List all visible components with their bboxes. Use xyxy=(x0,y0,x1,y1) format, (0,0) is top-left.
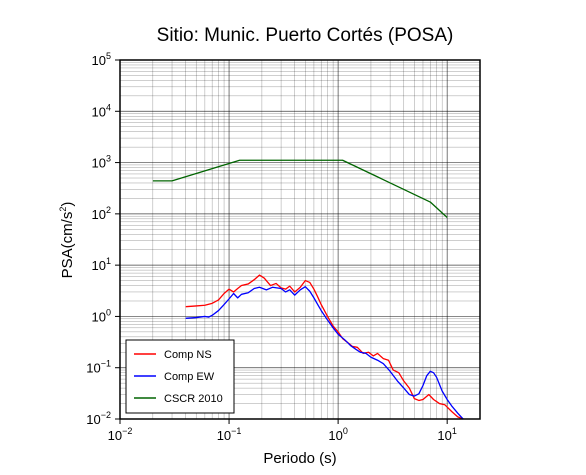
y-tick-label: 105 xyxy=(92,51,111,68)
y-tick-label: 10−1 xyxy=(86,359,111,376)
x-tick-label: 10−2 xyxy=(108,426,133,443)
x-tick-label: 10−1 xyxy=(217,426,242,443)
legend-label-ew: Comp EW xyxy=(164,371,215,383)
plot-frame xyxy=(119,59,481,420)
x-axis-ticks: 10−2 10−1 100 101 xyxy=(108,419,457,443)
y-tick-label: 101 xyxy=(92,256,111,273)
y-tick-label: 10−2 xyxy=(86,410,111,427)
legend: Comp NS Comp EW CSCR 2010 xyxy=(125,339,235,414)
y-axis-ticks: 10−2 10−1 100 101 102 103 104 105 xyxy=(86,51,120,427)
y-tick-label: 103 xyxy=(92,154,111,171)
series-layer xyxy=(152,159,464,420)
legend-label-cscr: CSCR 2010 xyxy=(164,393,223,405)
y-axis-label: PSA(cm/s2) xyxy=(58,202,76,279)
y-tick-label: 104 xyxy=(92,102,111,119)
legend-box xyxy=(125,339,235,414)
y-tick-label: 102 xyxy=(92,205,111,222)
series-cscr-2010-line xyxy=(152,159,448,218)
chart-title: Sitio: Munic. Puerto Cortés (POSA) xyxy=(157,25,454,46)
y-tick-label: 100 xyxy=(92,307,111,324)
x-tick-label: 101 xyxy=(437,426,456,443)
x-tick-label: 100 xyxy=(328,426,347,443)
legend-label-ns: Comp NS xyxy=(164,349,212,361)
x-axis-label: Periodo (s) xyxy=(263,450,336,467)
